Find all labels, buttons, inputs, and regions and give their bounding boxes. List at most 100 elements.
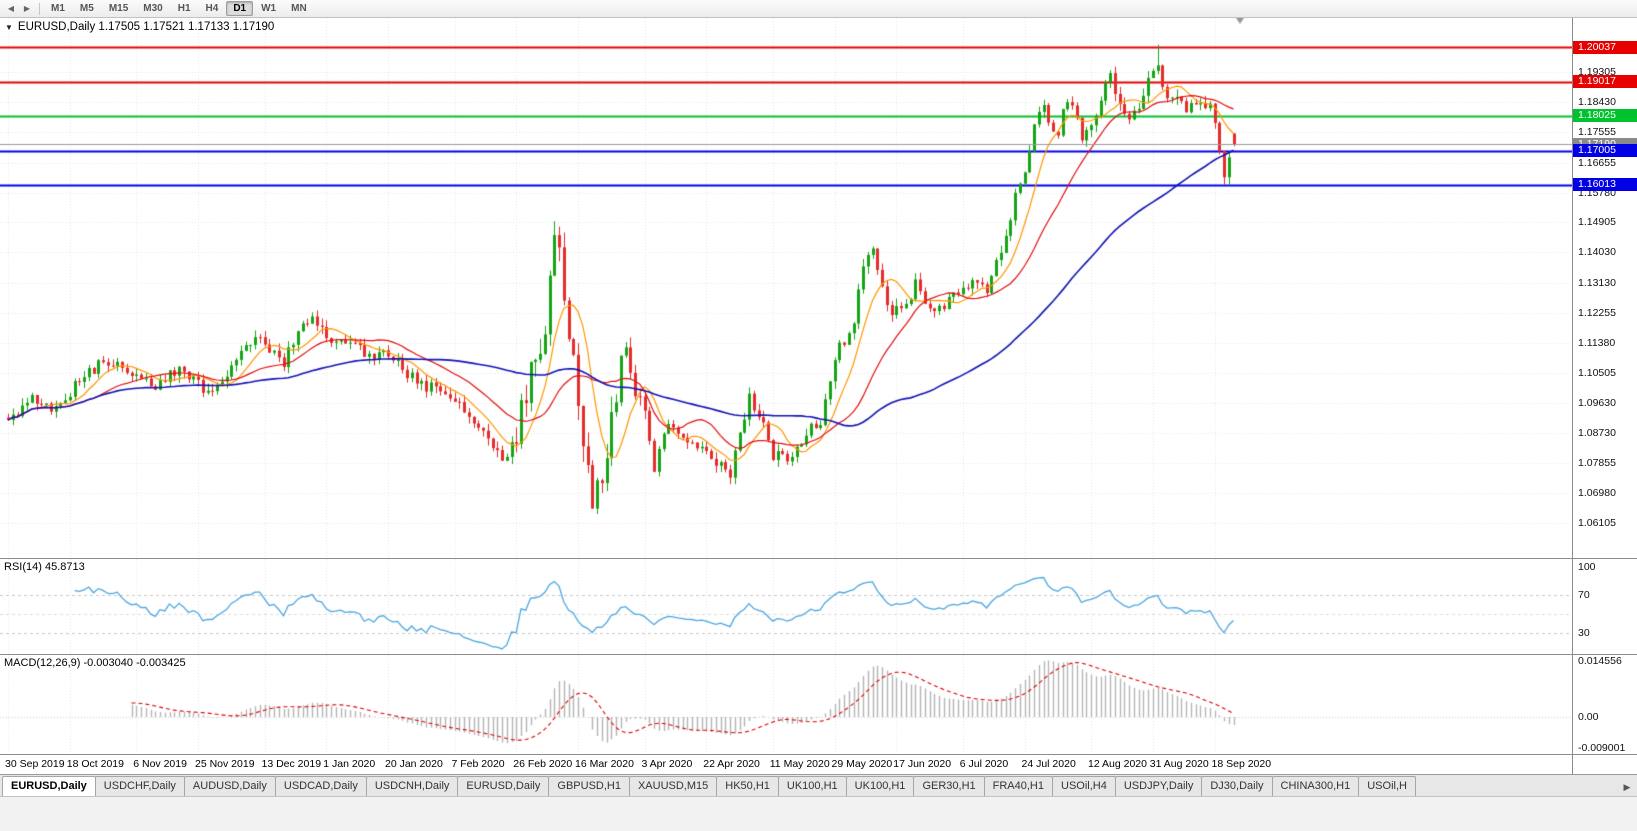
macd-label: MACD(12,26,9) -0.003040 -0.003425 — [4, 657, 186, 669]
symbol-tab-usdcad-daily[interactable]: USDCAD,Daily — [274, 776, 367, 796]
timeframe-button-m15[interactable]: M15 — [108, 3, 129, 14]
rsi-axis[interactable]: 100 70 30 — [1572, 559, 1637, 654]
main-chart-canvas[interactable] — [0, 18, 1572, 558]
date-axis-label: 17 Jun 2020 — [893, 758, 952, 770]
toolbar-separator — [39, 2, 40, 15]
rsi-axis-tick: 30 — [1578, 627, 1590, 639]
price-axis-tick: 1.09630 — [1578, 396, 1616, 409]
symbol-tab-ger30-h1[interactable]: GER30,H1 — [913, 776, 985, 796]
symbol-tab-xauusd-m15[interactable]: XAUUSD,M15 — [628, 776, 718, 796]
rsi-panel: RSI(14) 45.8713 100 70 30 — [0, 558, 1637, 654]
chart-window: ▼ EURUSD,Daily 1.17505 1.17521 1.17133 1… — [0, 18, 1637, 774]
symbol-tab-usdchf-daily[interactable]: USDCHF,Daily — [94, 776, 185, 796]
price-axis-tick: 1.06105 — [1578, 516, 1616, 529]
symbol-tab-usoil-h[interactable]: USOil,H — [1358, 776, 1416, 796]
symbol-tab-fra40-h1[interactable]: FRA40,H1 — [983, 776, 1053, 796]
timeframe-button-m30[interactable]: M30 — [143, 3, 163, 14]
date-axis-label: 31 Aug 2020 — [1149, 758, 1209, 770]
price-axis-tick: 1.17555 — [1578, 125, 1616, 138]
rsi-axis-tick: 70 — [1578, 589, 1590, 602]
timeframe-toolbar: ◀ ▶ M1 M5 M15 M30 H1 H4 D1 W1 MN — [0, 0, 1637, 18]
date-axis-label: 24 Jul 2020 — [1021, 758, 1076, 770]
timeframe-button-mn[interactable]: MN — [291, 3, 307, 14]
date-axis-label: 20 Jan 2020 — [385, 758, 443, 770]
hline-price-tag: 1.16013 — [1573, 178, 1637, 192]
macd-panel: MACD(12,26,9) -0.003040 -0.003425 0.0145… — [0, 654, 1637, 754]
date-axis-label: 11 May 2020 — [769, 758, 830, 770]
symbol-tab-usdjpy-daily[interactable]: USDJPY,Daily — [1114, 776, 1203, 796]
price-axis-tick: 1.14905 — [1578, 216, 1616, 229]
macd-area[interactable]: MACD(12,26,9) -0.003040 -0.003425 — [0, 655, 1572, 754]
chart-scroll-left-icon[interactable]: ◀ — [7, 4, 15, 13]
date-axis-label: 6 Jul 2020 — [959, 758, 1009, 770]
chart-ohlc-title: EURUSD,Daily 1.17505 1.17521 1.17133 1.1… — [17, 21, 275, 33]
macd-axis-tick: 0.014556 — [1578, 655, 1622, 667]
date-axis-label: 30 Sep 2019 — [5, 758, 65, 770]
price-axis[interactable]: 1.19305 1.18430 1.17555 1.16655 1.15780 1.149… — [1572, 18, 1637, 558]
hline-price-tag: 1.17005 — [1573, 144, 1637, 158]
price-axis-tick: 1.08730 — [1578, 427, 1616, 440]
date-axis-corner — [1572, 755, 1637, 774]
price-axis-tick: 1.10505 — [1578, 366, 1616, 379]
timeframe-button-h1[interactable]: H1 — [177, 3, 191, 14]
bottom-empty-area — [0, 796, 1637, 831]
date-axis-label: 26 Feb 2020 — [513, 758, 573, 770]
symbol-tab-china300-h1[interactable]: CHINA300,H1 — [1271, 776, 1360, 796]
date-axis-label: 13 Dec 2019 — [261, 758, 322, 770]
chart-scroll-right-icon[interactable]: ▶ — [23, 4, 31, 13]
rsi-label: RSI(14) 45.8713 — [4, 561, 85, 573]
symbol-tab-audusd-daily[interactable]: AUDUSD,Daily — [183, 776, 276, 796]
hline-price-tag: 1.18025 — [1573, 109, 1637, 123]
date-axis-label: 3 Apr 2020 — [641, 758, 693, 770]
macd-axis-tick: -0.009001 — [1578, 742, 1626, 754]
symbol-tab-uk100-h1[interactable]: UK100,H1 — [845, 776, 915, 796]
price-axis-tick: 1.07855 — [1578, 457, 1616, 470]
symbol-tab-hk50-h1[interactable]: HK50,H1 — [716, 776, 779, 796]
price-axis-tick: 1.11380 — [1578, 336, 1616, 349]
chart-title-bar: ▼ EURUSD,Daily 1.17505 1.17521 1.17133 1… — [5, 21, 274, 33]
price-axis-tick: 1.13130 — [1578, 277, 1616, 290]
price-panel: ▼ EURUSD,Daily 1.17505 1.17521 1.17133 1… — [0, 18, 1637, 558]
symbol-tab-dj30-daily[interactable]: DJ30,Daily — [1201, 776, 1273, 796]
date-axis[interactable]: 30 Sep 2019 18 Oct 2019 6 Nov 2019 25 Nov 2… — [0, 755, 1572, 774]
price-axis-tick: 1.19305 — [1578, 66, 1616, 79]
timeframe-button-m1[interactable]: M1 — [51, 3, 65, 14]
macd-axis[interactable]: 0.014556 0.00 -0.009001 — [1572, 655, 1637, 754]
date-axis-label: 12 Aug 2020 — [1088, 758, 1147, 770]
symbol-tabbar-tabs: EURUSD,Daily USDCHF,Daily AUDUSD,Daily USDC… — [2, 776, 1612, 796]
price-axis-tick: 1.12255 — [1578, 306, 1616, 319]
timeframe-button-d1[interactable]: D1 — [226, 1, 254, 16]
hline-price-tag: 1.20037 — [1573, 40, 1637, 54]
tabbar-scroll-right-icon[interactable]: ▶ — [1623, 782, 1631, 792]
date-axis-label: 7 Feb 2020 — [451, 758, 505, 770]
date-axis-label: 18 Sep 2020 — [1211, 758, 1272, 770]
date-axis-label: 22 Apr 2020 — [703, 758, 760, 770]
symbol-tab-eurusd-daily[interactable]: EURUSD,Daily — [2, 776, 96, 796]
date-axis-label: 16 Mar 2020 — [575, 758, 634, 770]
main-chart-area[interactable]: ▼ EURUSD,Daily 1.17505 1.17521 1.17133 1… — [0, 18, 1572, 558]
price-axis-tick: 1.18430 — [1578, 96, 1616, 109]
rsi-axis-tick: 100 — [1578, 561, 1596, 573]
symbol-tab-eurusd-daily[interactable]: EURUSD,Daily — [457, 776, 550, 796]
price-axis-tick: 1.16655 — [1578, 156, 1616, 169]
symbol-tabbar: EURUSD,Daily USDCHF,Daily AUDUSD,Daily USDC… — [0, 774, 1637, 796]
macd-axis-tick: 0.00 — [1578, 711, 1599, 723]
timeframe-button-h4[interactable]: H4 — [205, 3, 219, 14]
date-axis-label: 25 Nov 2019 — [195, 758, 255, 770]
timeframe-button-m5[interactable]: M5 — [79, 3, 94, 14]
price-axis-tick: 1.06980 — [1578, 487, 1616, 500]
timeframe-buttons: M1 M5 M15 M30 H1 H4 D1 W1 MN — [44, 1, 314, 16]
date-axis-label: 6 Nov 2019 — [133, 758, 187, 770]
symbol-tab-usoil-h4[interactable]: USOil,H4 — [1052, 776, 1116, 796]
symbol-tab-gbpusd-h1[interactable]: GBPUSD,H1 — [548, 776, 630, 796]
one-click-trading-dropdown-icon[interactable]: ▼ — [5, 22, 13, 32]
macd-canvas[interactable] — [0, 655, 1572, 754]
date-axis-label: 1 Jan 2020 — [323, 758, 376, 770]
rsi-area[interactable]: RSI(14) 45.8713 — [0, 559, 1572, 654]
rsi-canvas[interactable] — [0, 559, 1572, 654]
symbol-tab-uk100-h1[interactable]: UK100,H1 — [777, 776, 847, 796]
date-axis-row: 30 Sep 2019 18 Oct 2019 6 Nov 2019 25 Nov 2… — [0, 754, 1637, 774]
date-axis-label: 18 Oct 2019 — [66, 758, 124, 770]
symbol-tab-usdcnh-daily[interactable]: USDCNH,Daily — [365, 776, 459, 796]
timeframe-button-w1[interactable]: W1 — [261, 3, 277, 14]
